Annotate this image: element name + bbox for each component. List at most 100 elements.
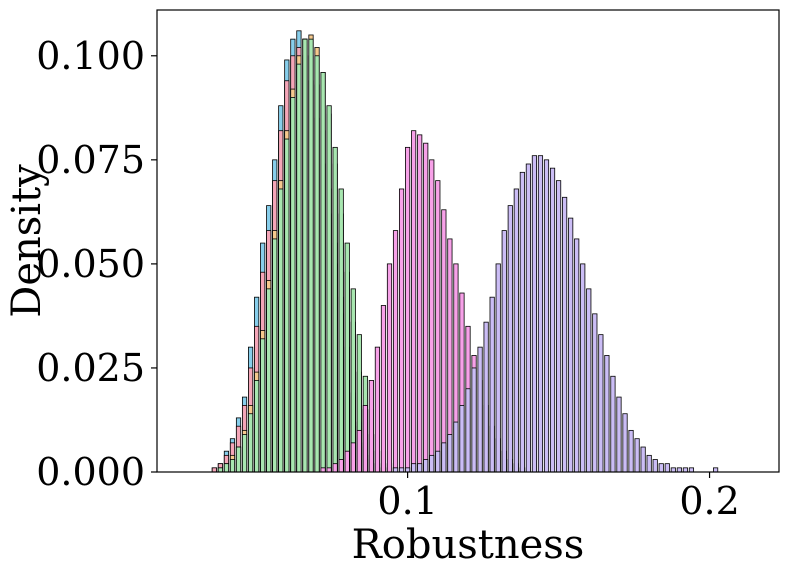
histogram-bar [598,334,604,473]
y-tick-label: 0.075 [36,138,145,182]
bars-group [211,30,719,473]
histogram-bar [525,163,531,473]
histogram-bar [223,463,230,473]
histogram-series-5 [320,130,531,473]
histogram-bar [411,130,417,473]
histogram-bar [398,188,405,473]
histogram-bar [477,346,483,473]
histogram-bar [332,146,338,473]
histogram-bar [392,467,399,473]
histogram-bar [531,155,537,473]
histogram-bar [344,450,350,473]
histogram-bar [574,238,580,473]
histogram-bar [320,72,326,473]
histogram-bar [646,454,652,473]
histogram-bar [284,138,290,473]
histogram-bar [682,467,688,473]
histogram-bar [471,367,477,473]
histogram-bar [326,467,332,473]
histogram-bar [338,459,344,473]
histogram-bar [405,146,411,473]
histogram-bar [537,155,544,473]
y-tick-label: 0.000 [36,450,145,494]
histogram-bar [272,238,278,473]
histogram-bar [628,429,634,473]
histogram-bar [453,421,459,473]
histogram-bar [556,180,562,473]
x-axis-label: Robustness [352,522,585,568]
histogram-bar [368,380,374,473]
histogram-bar [640,446,646,473]
histogram-bar [314,55,320,473]
histogram-bar [586,288,592,473]
histogram-bar [386,263,393,473]
histogram-bar [254,380,260,473]
histogram-bar [670,467,676,473]
histogram-bar [549,167,556,473]
histogram-bar [501,230,507,473]
y-tick-label: 0.025 [36,346,145,390]
histogram-bar [338,188,344,473]
histogram-bar [429,159,435,473]
histogram-bar [604,355,610,473]
histogram-bar [435,450,441,473]
histogram-bar [392,230,399,473]
histogram-bar [441,209,447,473]
histogram-bar [326,105,332,473]
histogram-bar [441,442,447,473]
histogram-bar [519,171,525,473]
histogram-bar [411,463,417,473]
histogram-bar [664,463,670,473]
histogram-bar [278,188,284,473]
histogram-bar [713,467,719,473]
histogram-bar [350,442,356,473]
histogram-bar [405,467,411,473]
histogram-bar [435,180,441,473]
histogram-bar [260,338,266,473]
histogram-bar [320,467,326,473]
x-tick-label: 0.1 [377,479,437,523]
histogram-bar [290,97,296,473]
histogram-bar [266,288,272,473]
histogram-bar [459,405,465,473]
histogram-bar [308,38,314,473]
histogram-bar [622,413,628,473]
y-tick-label: 0.050 [36,242,145,286]
histogram-bar [211,467,217,473]
y-tick-label: 0.100 [36,34,145,78]
histogram-bar [447,434,453,473]
x-tick-label: 0.2 [679,479,739,523]
histogram-series-4 [217,38,399,473]
histogram-bar [362,405,368,473]
histogram-bar [374,346,380,473]
histogram-bar [332,463,338,473]
histogram-bar [676,467,682,473]
histogram-bar [423,142,429,473]
histogram-bar [688,467,695,473]
histogram-bar [495,263,501,473]
histogram-bar [423,459,429,473]
histogram-bar [296,63,302,473]
x-axis-ticks: 0.1 0.2 [377,472,740,523]
histogram-bar [634,438,640,473]
histogram-bar [398,467,405,473]
histogram-bar [248,413,254,473]
histogram-bar [429,454,435,473]
histogram-bar [417,134,423,473]
histogram-bar [229,459,236,473]
histogram-bar [344,242,350,473]
histogram-bar [513,188,519,473]
histogram-bar [568,217,574,473]
histogram-bar [241,434,248,473]
histogram-bar [580,263,586,473]
histogram-bar [507,205,513,473]
axes-frame [156,9,780,473]
histogram-bar [489,296,495,473]
histogram-bar [356,429,362,473]
histogram-bar [483,321,489,473]
histogram-bar [658,463,664,473]
histogram-bar [652,459,658,473]
histogram-bar [543,159,550,473]
histogram-bar [302,38,308,473]
